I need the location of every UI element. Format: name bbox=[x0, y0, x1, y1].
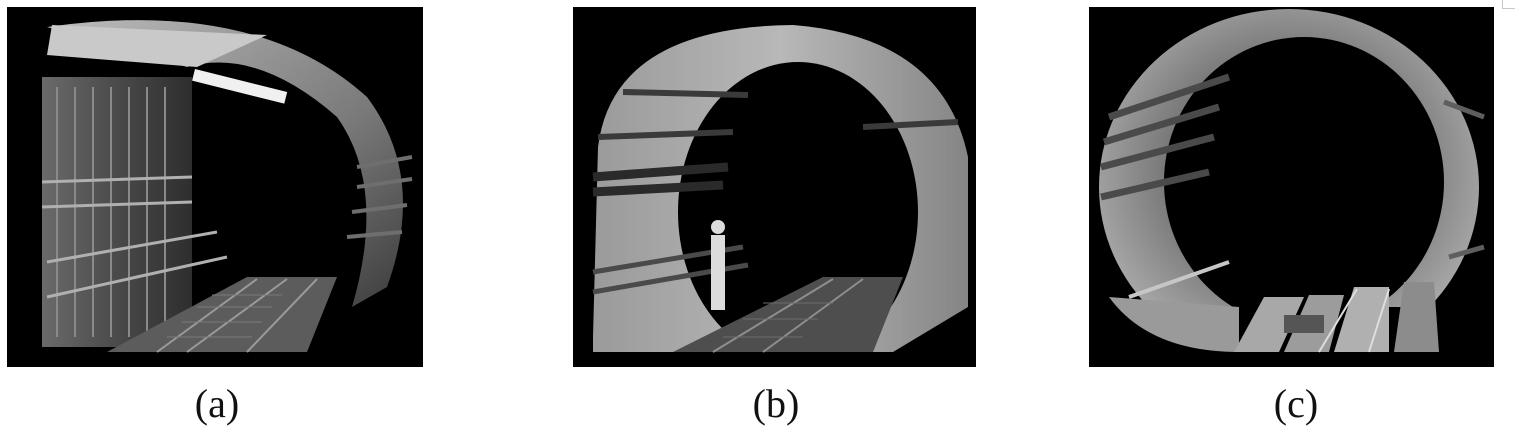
tunnel-render-c bbox=[1089, 9, 1494, 367]
tunnel-image-a bbox=[7, 7, 423, 367]
caption-a: (a) bbox=[194, 381, 240, 426]
caption-b: (b) bbox=[752, 381, 800, 426]
tunnel-render-b bbox=[592, 25, 968, 362]
tunnel-image-b bbox=[573, 7, 976, 367]
tunnel-image-c bbox=[1089, 7, 1494, 367]
corner-crop-mark bbox=[1502, 0, 1515, 9]
tunnel-render-a bbox=[41, 20, 413, 353]
caption-c: (c) bbox=[1273, 381, 1319, 426]
